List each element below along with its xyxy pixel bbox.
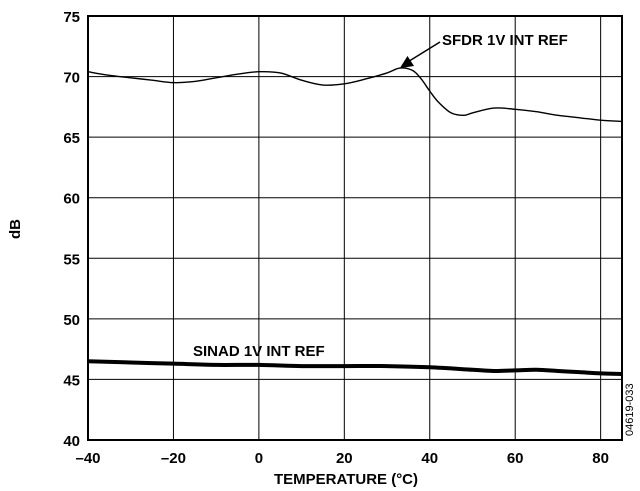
y-tick-label: 50 bbox=[63, 312, 80, 329]
x-axis-ticks: –40 –20 0 20 40 60 80 bbox=[75, 450, 608, 467]
sfdr-annotation-label: SFDR 1V INT REF bbox=[442, 32, 568, 49]
sfdr-annotation-arrow bbox=[405, 41, 441, 64]
sfdr-annotation-arrowhead bbox=[399, 55, 415, 69]
y-tick-label: 45 bbox=[63, 372, 80, 389]
sfdr-series-line bbox=[87, 67, 623, 123]
y-tick-label: 70 bbox=[63, 70, 80, 87]
x-tick-label: –40 bbox=[75, 450, 100, 467]
x-axis-title: TEMPERATURE (°C) bbox=[274, 471, 418, 488]
y-tick-label: 55 bbox=[63, 251, 80, 268]
figure-id: 04619-033 bbox=[624, 383, 636, 436]
x-tick-label: 20 bbox=[336, 450, 353, 467]
x-tick-label: 40 bbox=[421, 450, 438, 467]
y-axis-ticks: 40 45 50 55 60 65 70 75 bbox=[63, 9, 80, 450]
x-tick-label: 0 bbox=[255, 450, 263, 467]
sinad-annotation-label: SINAD 1V INT REF bbox=[193, 343, 325, 360]
y-tick-label: 60 bbox=[63, 191, 80, 208]
grid-lines bbox=[88, 16, 622, 440]
series-layer bbox=[87, 67, 623, 376]
y-tick-label: 40 bbox=[63, 433, 80, 450]
sinad-series-line bbox=[87, 359, 623, 376]
plot-frame bbox=[87, 15, 623, 441]
x-tick-label: –20 bbox=[161, 450, 186, 467]
x-tick-label: 60 bbox=[507, 450, 524, 467]
y-tick-label: 65 bbox=[63, 130, 80, 147]
y-tick-label: 75 bbox=[63, 9, 80, 26]
y-axis-title: dB bbox=[7, 219, 24, 239]
x-tick-label: 80 bbox=[592, 450, 609, 467]
